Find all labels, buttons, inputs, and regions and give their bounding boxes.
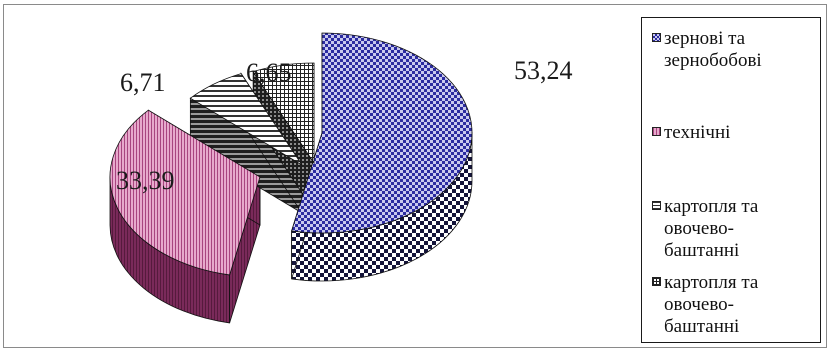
legend: зернові та зернобобові технічні картопля та… <box>641 17 821 343</box>
legend-swatch <box>652 277 661 286</box>
data-label: 53,24 <box>514 56 573 85</box>
legend-label: технічні <box>664 122 731 143</box>
legend-label: овочево- <box>664 218 735 239</box>
legend-label: картопля та <box>664 272 759 293</box>
data-label: 33,39 <box>116 166 175 195</box>
legend-swatch <box>652 127 661 136</box>
pie-chart: 53,24 33,39 6,71 6,65 <box>109 32 573 324</box>
pie-slice <box>291 32 473 234</box>
pie-slice <box>252 62 315 165</box>
legend-label: зернобобові <box>664 50 762 71</box>
legend-item: зернові та зернобобові <box>652 28 818 72</box>
legend-item: картопля та овочево-баштанні <box>652 196 818 262</box>
pie-slice <box>109 109 261 276</box>
legend-label: баштанні <box>664 240 740 261</box>
data-label: 6,71 <box>120 68 166 97</box>
legend-label: баштанні <box>664 316 740 337</box>
chart-area: 53,24 33,39 6,71 6,65 зернові та зернобобові… <box>3 4 827 348</box>
legend-swatch <box>652 33 661 42</box>
legend-item: технічні <box>652 122 818 144</box>
legend-label: овочево- <box>664 294 735 315</box>
legend-label: зернові та <box>664 28 746 49</box>
pie-slice <box>189 73 303 166</box>
legend-label: картопля та <box>664 196 759 217</box>
data-label: 6,65 <box>246 58 292 87</box>
legend-swatch <box>652 201 661 210</box>
legend-item: картопля та овочево-баштанні <box>652 272 818 338</box>
